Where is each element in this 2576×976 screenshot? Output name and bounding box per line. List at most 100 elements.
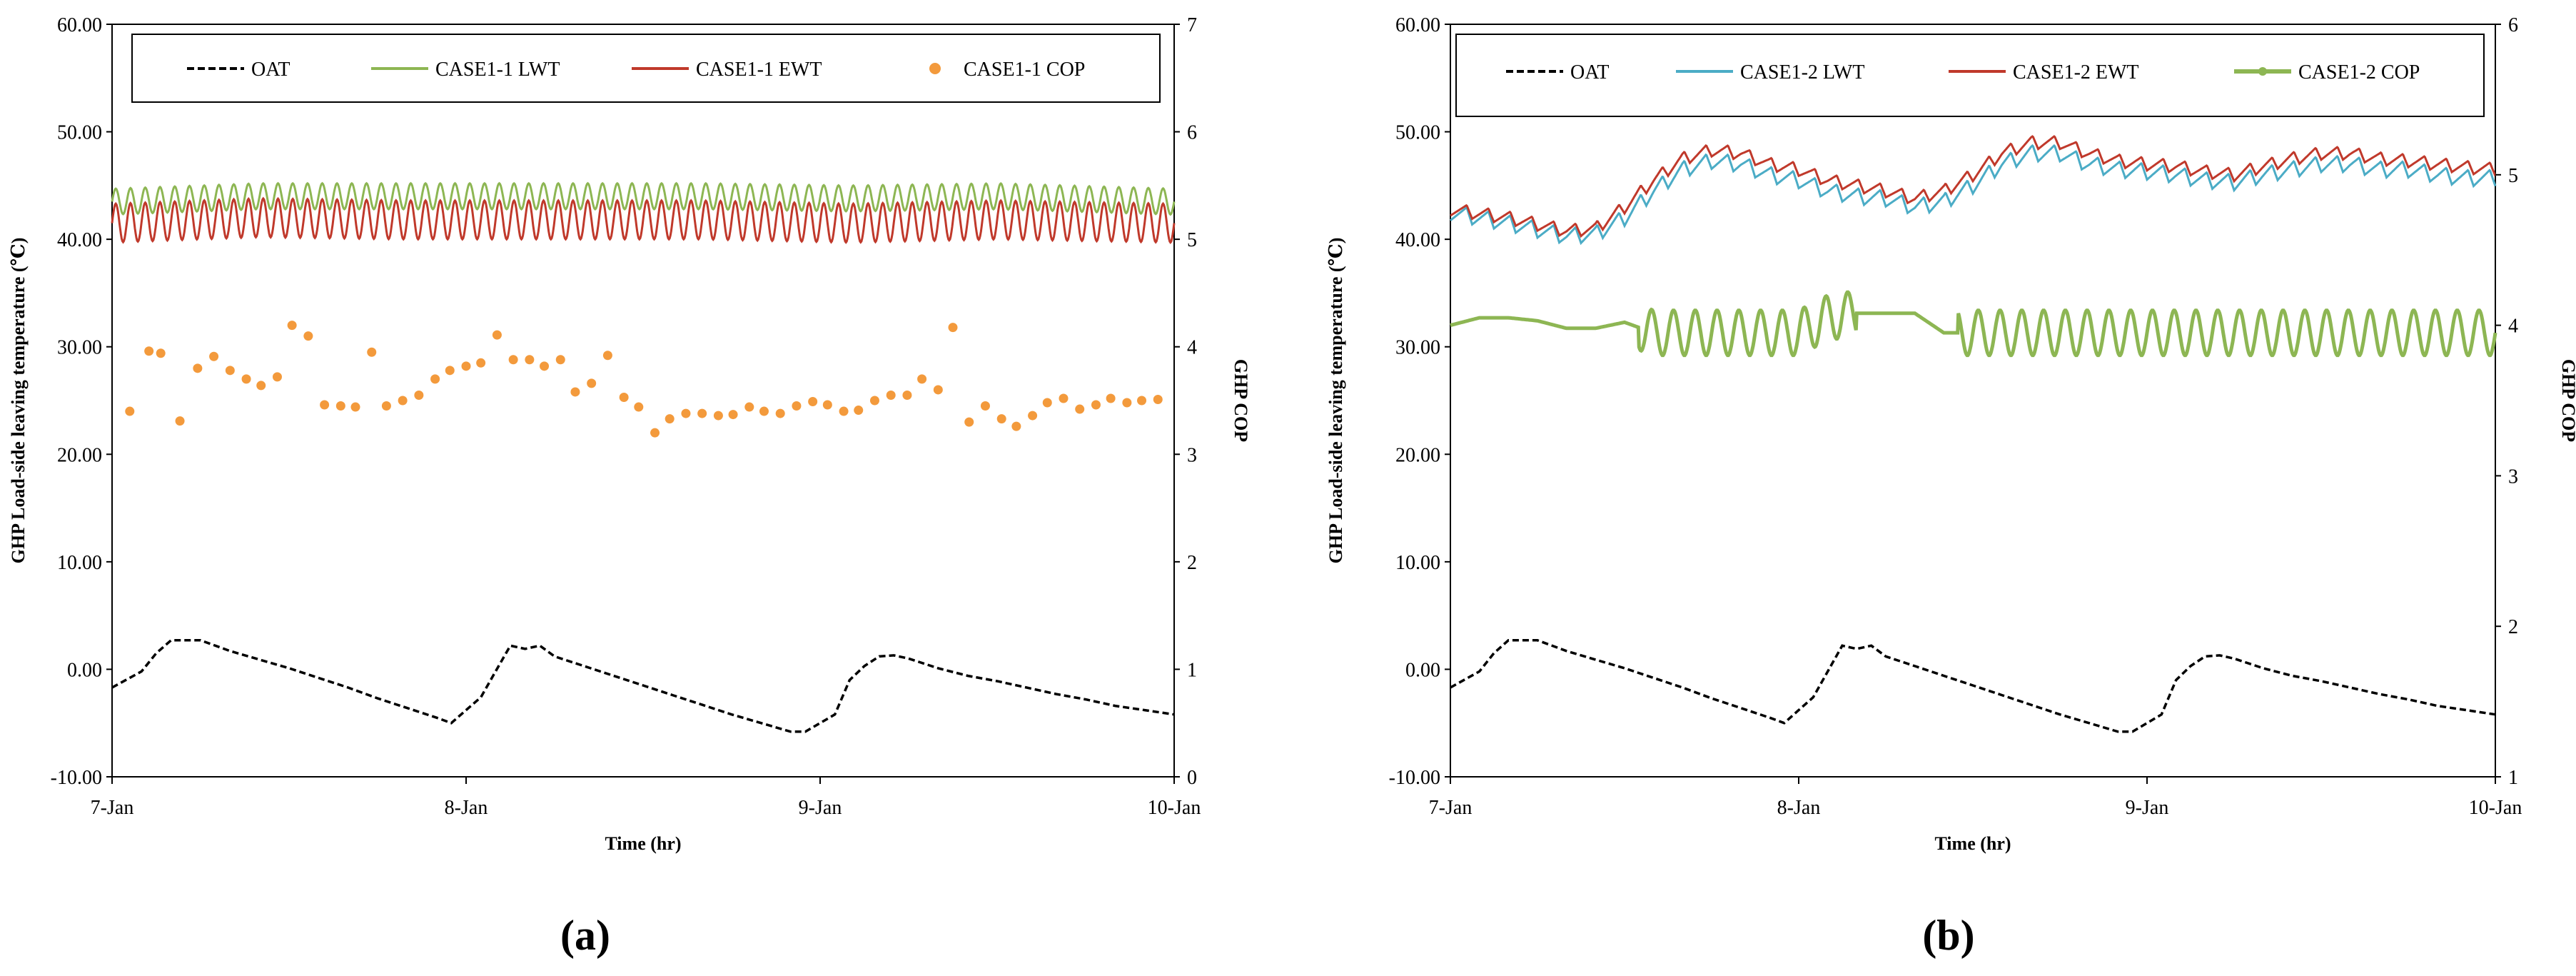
cop-point-a bbox=[476, 358, 486, 368]
legend-label-cop-a: CASE1-1 COP bbox=[964, 59, 1085, 81]
cop-point-a bbox=[808, 397, 818, 407]
x-axis-label-a: Time (hr) bbox=[605, 833, 681, 854]
y2-tick-label-a: 3 bbox=[1187, 444, 1197, 466]
cop-point-a bbox=[697, 408, 707, 418]
cop-point-a bbox=[350, 402, 360, 412]
cop-point-a bbox=[619, 392, 629, 402]
y-tick-label-b: 50.00 bbox=[1395, 122, 1440, 144]
y2-tick-label-b: 3 bbox=[2508, 466, 2518, 488]
x-tick-label-a: 7-Jan bbox=[91, 797, 134, 819]
y-tick-label-b: 60.00 bbox=[1395, 14, 1440, 36]
y-tick-label-b: 20.00 bbox=[1395, 444, 1440, 466]
cop-point-a bbox=[948, 323, 958, 333]
cop-point-a bbox=[272, 372, 282, 382]
cop-point-a bbox=[525, 355, 535, 365]
cop-point-a bbox=[650, 428, 660, 438]
cop-point-a bbox=[933, 385, 943, 395]
y-tick-label-a: 50.00 bbox=[57, 122, 102, 144]
x-tick-label-b: 7-Jan bbox=[1429, 797, 1473, 819]
cop-point-a bbox=[209, 351, 219, 361]
cop-point-a bbox=[964, 417, 974, 427]
legend-label-oat-a: OAT bbox=[251, 59, 290, 81]
legend-label-lwt-a: CASE1-1 LWT bbox=[435, 59, 560, 81]
panel-label-b: (b) bbox=[1922, 912, 1974, 959]
x-tick-label-b: 8-Jan bbox=[1777, 797, 1821, 819]
y2-tick-label-a: 7 bbox=[1187, 14, 1197, 36]
cop-point-a bbox=[1075, 404, 1085, 414]
x-axis-label-b: Time (hr) bbox=[1934, 833, 2011, 854]
y-tick-label-b: 10.00 bbox=[1395, 552, 1440, 574]
legend-label-ewt-a: CASE1-1 EWT bbox=[696, 59, 822, 81]
y-axis-label-b: GHP Load-side leaving temperature (℃) bbox=[1325, 238, 1346, 564]
cop-point-a bbox=[1059, 393, 1069, 403]
y2-tick-label-b: 5 bbox=[2508, 165, 2518, 187]
plot-area-b bbox=[1450, 24, 2496, 778]
cop-point-a bbox=[125, 406, 135, 416]
cop-point-a bbox=[1106, 393, 1116, 403]
cop-point-a bbox=[996, 414, 1006, 424]
y2-tick-label-b: 4 bbox=[2508, 316, 2518, 338]
cop-point-a bbox=[886, 390, 896, 400]
x-tick-label-b: 10-Jan bbox=[2469, 797, 2522, 819]
y-tick-label-b: 30.00 bbox=[1395, 337, 1440, 359]
cop-point-a bbox=[602, 351, 612, 361]
cop-point-a bbox=[1091, 400, 1101, 410]
cop-point-a bbox=[728, 410, 738, 420]
legend-label-cop-b: CASE1-2 COP bbox=[2298, 61, 2420, 84]
cop-point-a bbox=[759, 406, 769, 416]
legend-label-lwt-b: CASE1-2 LWT bbox=[1740, 61, 1864, 84]
y-ticks-b: -10.00 0.00 10.00 20.00 30.00 40.00 50.00 60.00 bbox=[1389, 14, 1450, 789]
cop-point-a bbox=[1028, 411, 1038, 421]
y2-tick-label-b: 1 bbox=[2508, 767, 2518, 789]
y-tick-label-b: -10.00 bbox=[1389, 767, 1440, 789]
cop-point-a bbox=[570, 387, 580, 397]
cop-point-a bbox=[492, 330, 502, 340]
x-tick-label-a: 9-Jan bbox=[799, 797, 842, 819]
cop-point-a bbox=[398, 396, 408, 406]
cop-point-a bbox=[713, 411, 723, 421]
x-tick-label-a: 8-Jan bbox=[445, 797, 488, 819]
legend-swatch-cop-b-marker bbox=[2258, 67, 2267, 76]
legend-box-b bbox=[1455, 34, 2485, 117]
y-ticks-a: -10.00 0.00 10.00 20.00 30.00 40.00 50.00 60.00 bbox=[51, 14, 112, 789]
cop-point-a bbox=[1042, 398, 1052, 408]
y2-tick-label-a: 0 bbox=[1187, 767, 1197, 789]
y2-tick-label-b: 6 bbox=[2508, 14, 2518, 36]
y-tick-label-a: -10.00 bbox=[51, 767, 102, 789]
cop-point-a bbox=[303, 331, 313, 341]
cop-point-a bbox=[775, 408, 785, 418]
legend-swatch-cop-a bbox=[929, 63, 941, 74]
cop-point-a bbox=[508, 355, 518, 365]
cop-point-a bbox=[320, 400, 330, 410]
cop-point-a bbox=[287, 321, 297, 331]
cop-point-a bbox=[634, 402, 644, 412]
y2-tick-label-a: 6 bbox=[1187, 122, 1197, 144]
y-tick-label-b: 40.00 bbox=[1395, 229, 1440, 251]
cop-point-a bbox=[256, 381, 266, 391]
cop-point-a bbox=[980, 401, 990, 411]
y-tick-label-a: 60.00 bbox=[57, 14, 102, 36]
cop-point-a bbox=[665, 414, 675, 424]
panel-b: -10.00 0.00 10.00 20.00 30.00 40.00 50.00 60.00… bbox=[1325, 14, 2576, 959]
legend-a: OAT CASE1-1 LWT CASE1-1 EWT CASE1-1 COP bbox=[131, 34, 1161, 103]
cop-point-a bbox=[1153, 394, 1163, 404]
legend-label-oat-b: OAT bbox=[1570, 61, 1609, 84]
cop-point-a bbox=[1011, 421, 1021, 431]
cop-point-a bbox=[367, 347, 377, 357]
cop-point-a bbox=[917, 374, 927, 384]
cop-point-a bbox=[839, 406, 849, 416]
y2-tick-label-a: 5 bbox=[1187, 229, 1197, 251]
y-tick-label-a: 40.00 bbox=[57, 229, 102, 251]
cop-point-a bbox=[854, 406, 864, 416]
cop-point-a bbox=[225, 366, 235, 376]
legend-label-ewt-b: CASE1-2 EWT bbox=[2013, 61, 2139, 84]
plot-area-a bbox=[111, 24, 1175, 778]
legend-b: OAT CASE1-2 LWT CASE1-2 EWT CASE1-2 COP bbox=[1455, 34, 2485, 117]
y2-ticks-b: 1 2 3 4 5 6 bbox=[2495, 14, 2518, 789]
y2-tick-label-a: 4 bbox=[1187, 337, 1197, 359]
x-tick-label-b: 9-Jan bbox=[2126, 797, 2169, 819]
y-tick-label-b: 0.00 bbox=[1405, 659, 1440, 681]
cop-point-a bbox=[540, 361, 550, 371]
